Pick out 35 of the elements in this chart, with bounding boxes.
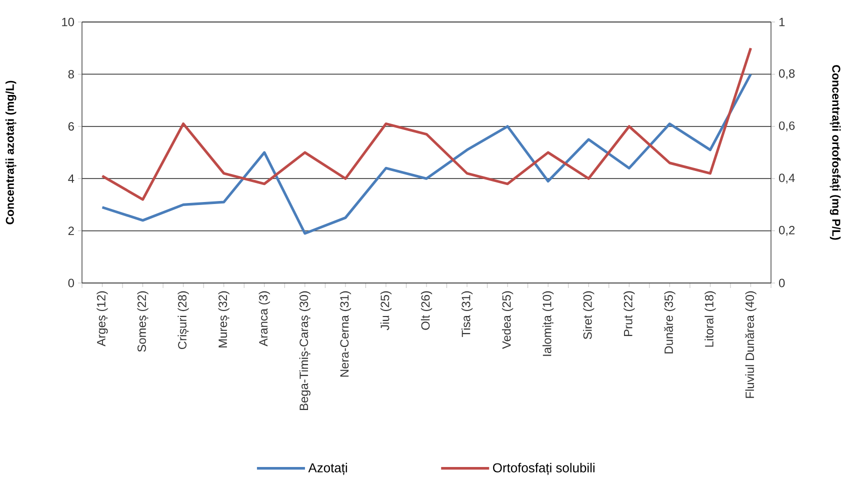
x-tick-label: Tisa (31) [461,291,473,337]
y2-tick-label: 0 [779,278,785,288]
x-tick-label: Vedea (25) [502,291,514,349]
y-tick-label: 10 [62,18,74,26]
legend-label: Azotați [308,462,347,476]
line-series [100,72,752,235]
y-tick-label: 0 [68,278,74,288]
x-tick-label: Ialomița (10) [542,291,554,356]
y-tick-label: 2 [68,226,74,235]
x-tick-label: Mureș (32) [218,291,230,348]
y-tick-label: 4 [68,174,74,183]
x-tick-label: Crișuri (28) [178,291,189,350]
x-tick-label: Fluviul Dunărea (40) [745,291,756,398]
y2-tick-label: 0,2 [779,226,795,236]
y-tick-label: 8 [68,70,74,78]
y2-tick-label: 0,6 [779,121,795,132]
x-tick-label: Bega-Timiș-Caraș (30) [299,291,311,410]
y-tick-label: 6 [68,122,74,131]
x-tick-label: Jiu (25) [380,291,392,330]
x-tick-label: Aranca (3) [258,291,270,346]
y2-tick-label: 0,8 [779,69,795,80]
y2-tick-label: 1 [779,18,785,26]
x-tick-label: Prut (22) [624,291,635,336]
legend-label: Ortofosfați solubili [493,462,594,476]
y-axis-title: Concentrații azotați (mg/L) [6,80,16,224]
x-tick-label: Olt (26) [420,291,432,330]
x-tick-label: Litoral (18) [704,291,716,347]
x-tick-label: Someș (22) [137,291,148,352]
x-tick-label: Nera-Cerna (31) [340,291,352,377]
x-tick-label: Argeș (12) [96,291,108,346]
x-tick-label: Dunăre (35) [664,291,676,354]
line-series [100,46,752,201]
y2-axis-title: Concentrații ortofosfați (mg P/L) [830,65,841,240]
y2-tick-label: 0,4 [779,174,795,184]
x-tick-label: Siret (20) [583,291,594,340]
